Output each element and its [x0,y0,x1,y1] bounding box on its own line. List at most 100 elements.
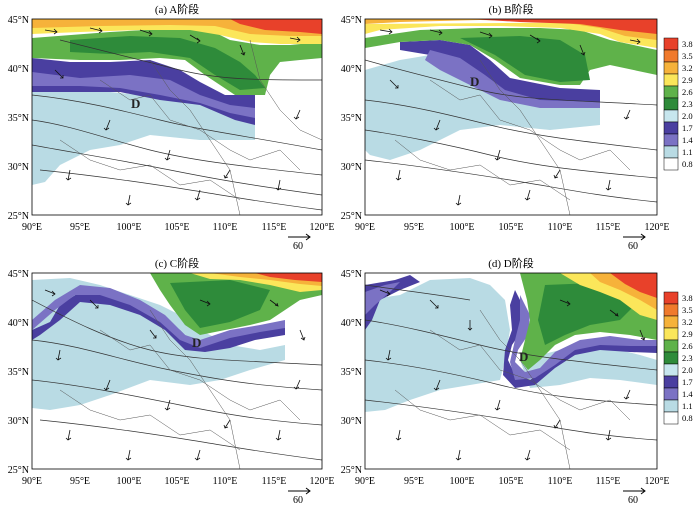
svg-text:110°E: 110°E [548,222,573,233]
map-frame [31,272,323,470]
colorbar-tick-label: 1.7 [682,377,693,387]
lon-axis: 90°E 95°E 100°E 105°E 110°E 115°E 120°E [355,222,670,233]
svg-text:60: 60 [293,495,303,506]
pv-red-region [255,273,322,282]
lat-axis: 45°N 40°N 35°N 30°N 25°N [8,269,29,476]
colorbar-swatch [663,315,679,329]
colorbar-tick-label: 2.3 [682,99,693,109]
lat-axis: 45°N 40°N 35°N 30°N 25°N [8,15,29,222]
svg-text:45°N: 45°N [341,15,362,26]
svg-text:45°N: 45°N [341,269,362,280]
colorbar-tick-label: 2.6 [682,87,693,97]
pv-mediumblue-band [365,282,657,380]
colorbar-swatch [663,375,679,389]
boundary-lines [394,59,631,215]
svg-text:120°E: 120°E [309,476,334,487]
svg-text:100°E: 100°E [116,222,141,233]
svg-text:110°E: 110°E [213,476,238,487]
svg-text:45°N: 45°N [8,15,29,26]
panel-title: (d) D阶段 [488,256,534,270]
colorbar-swatch [663,133,679,147]
panel-c: (c) C阶段 [8,256,335,506]
colorbar-tick-label: 2.0 [682,365,693,375]
geopotential-contours [365,59,657,203]
svg-text:105°E: 105°E [164,222,189,233]
svg-text:35°N: 35°N [341,367,362,378]
svg-text:25°N: 25°N [8,465,29,476]
colorbar-swatch [663,387,679,401]
svg-text:105°E: 105°E [164,476,189,487]
pv-red-region [610,273,657,298]
geopotential-contours [32,39,322,211]
svg-text:30°N: 30°N [8,416,29,427]
colorbar-tick-label: 1.4 [682,389,693,399]
svg-text:115°E: 115°E [596,222,621,233]
vector-reference: 60 [288,487,311,506]
lon-axis: 90°E 95°E 100°E 105°E 110°E 115°E 120°E [22,222,335,233]
colorbar-swatch [663,339,679,353]
lon-axis: 90°E 95°E 100°E 105°E 110°E 115°E 120°E [22,476,335,487]
pv-red-region [230,19,322,34]
svg-text:120°E: 120°E [644,222,669,233]
panel-title: (a) A阶段 [155,2,199,16]
pv-mediumblue-band [32,285,285,348]
pv-mediumblue-band [425,50,600,108]
svg-text:115°E: 115°E [262,222,287,233]
svg-text:25°N: 25°N [341,211,362,222]
colorbar-tick-label: 1.1 [682,401,693,411]
svg-text:120°E: 120°E [644,476,669,487]
svg-text:90°E: 90°E [22,476,42,487]
vector-reference: 60 [623,487,646,506]
boundary-lines [59,39,322,215]
colorbar-swatch [663,145,679,159]
colorbar-tick-label: 3.8 [682,293,693,303]
colorbar-swatch [663,327,679,341]
svg-text:90°E: 90°E [22,222,42,233]
svg-text:40°N: 40°N [341,64,362,75]
colorbar-tick-label: 1.1 [682,147,693,157]
colorbar-swatch [663,49,679,63]
lat-axis: 45°N 40°N 35°N 30°N 25°N [341,269,362,476]
svg-text:60: 60 [628,495,638,506]
colorbar-swatch [663,351,679,365]
colorbar-tick-label: 2.9 [682,75,693,85]
vector-reference: 60 [623,233,646,252]
pv-darkblue-band [32,292,285,352]
svg-text:40°N: 40°N [8,64,29,75]
svg-text:35°N: 35°N [341,113,362,124]
colorbar-tick-label: 3.2 [682,63,693,73]
low-center-label: D [519,349,528,364]
colorbar-tick-label: 3.5 [682,51,693,61]
low-center-label: D [192,335,201,350]
svg-text:100°E: 100°E [116,476,141,487]
colorbar-bottom: 3.8 3.5 3.2 2.9 2.6 2.3 2.0 1.7 1.4 1.1 0.8 [663,291,693,425]
svg-text:115°E: 115°E [262,476,287,487]
colorbar-tick-label: 3.8 [682,39,693,49]
colorbar-tick-label: 2.6 [682,341,693,351]
colorbar-tick-label: 2.3 [682,353,693,363]
colorbar-tick-label: 0.8 [682,159,693,169]
wind-arrows [44,27,301,206]
panel-title: (c) C阶段 [155,256,199,270]
colorbar-swatch [663,37,679,51]
svg-text:60: 60 [293,241,303,252]
svg-text:95°E: 95°E [404,222,424,233]
colorbar-swatch [663,363,679,377]
svg-text:25°N: 25°N [341,465,362,476]
colorbar-swatch [663,303,679,317]
svg-text:35°N: 35°N [8,113,29,124]
svg-text:90°E: 90°E [355,476,375,487]
svg-text:40°N: 40°N [8,318,29,329]
pv-mediumblue-band [32,72,255,118]
colorbar-swatch [663,109,679,123]
lat-axis: 45°N 40°N 35°N 30°N 25°N [341,15,362,222]
panel-title: (b) B阶段 [489,2,534,16]
svg-text:45°N: 45°N [8,269,29,280]
colorbar-swatch [663,73,679,87]
svg-text:105°E: 105°E [498,476,523,487]
svg-text:60: 60 [628,241,638,252]
svg-text:115°E: 115°E [596,476,621,487]
svg-text:120°E: 120°E [309,222,334,233]
map-frame [364,272,658,470]
